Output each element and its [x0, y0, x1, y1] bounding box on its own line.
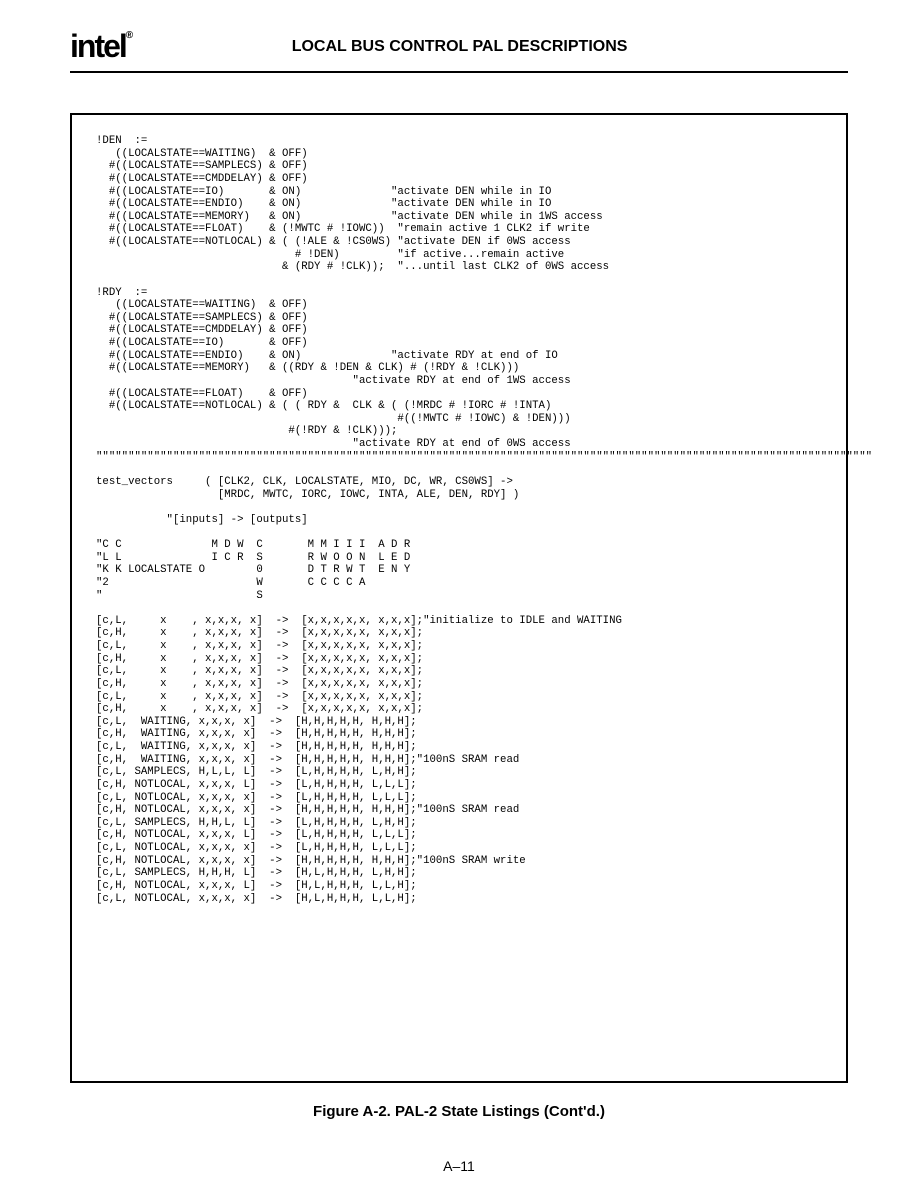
code-listing: !DEN := ((LOCALSTATE==WAITING) & OFF) #(… [96, 135, 838, 905]
header-rule [70, 71, 848, 73]
listing-box: !DEN := ((LOCALSTATE==WAITING) & OFF) #(… [70, 113, 848, 1083]
logo-text: intel [70, 28, 126, 64]
page-header: intel® LOCAL BUS CONTROL PAL DESCRIPTION… [0, 0, 918, 65]
logo: intel® [70, 28, 131, 65]
header-title: LOCAL BUS CONTROL PAL DESCRIPTIONS [131, 38, 788, 56]
figure-caption: Figure A-2. PAL-2 State Listings (Cont'd… [0, 1103, 918, 1120]
page-number: A–11 [0, 1158, 918, 1174]
logo-registered: ® [126, 30, 131, 41]
